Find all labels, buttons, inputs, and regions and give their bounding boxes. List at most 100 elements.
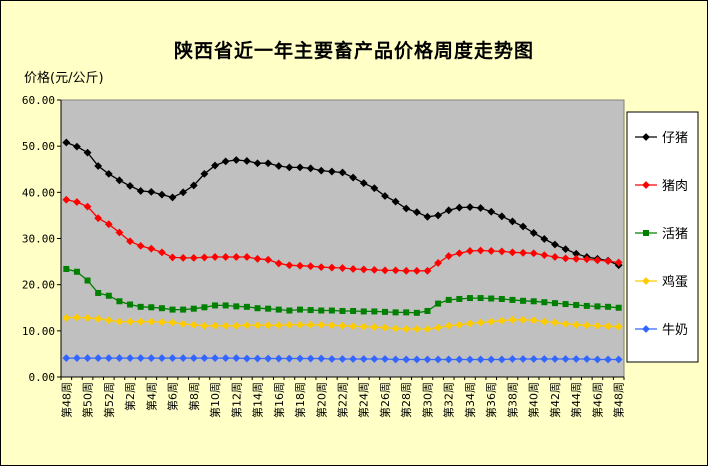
- data-point: [95, 289, 102, 296]
- data-point: [338, 321, 347, 330]
- data-point: [242, 253, 251, 261]
- data-point: [540, 235, 549, 243]
- data-point: [519, 248, 527, 257]
- data-point: [201, 304, 208, 311]
- data-point: [264, 255, 273, 264]
- legend-label: 活猪: [662, 227, 688, 242]
- data-point: [200, 321, 209, 330]
- data-point: [582, 321, 591, 330]
- series-5: [62, 354, 623, 364]
- data-point: [561, 245, 570, 254]
- data-point: [62, 354, 71, 362]
- data-point: [381, 192, 389, 200]
- data-point: [83, 202, 92, 211]
- data-point: [179, 354, 188, 362]
- data-point: [221, 157, 230, 166]
- data-point: [529, 249, 538, 258]
- data-point: [349, 173, 358, 182]
- data-point: [253, 354, 262, 363]
- data-point: [264, 159, 273, 168]
- data-point: [466, 319, 474, 328]
- data-point: [83, 313, 92, 322]
- data-point: [487, 247, 496, 255]
- data-point: [371, 308, 378, 315]
- x-tick-label: 第26周: [378, 382, 392, 418]
- data-point: [306, 354, 315, 363]
- data-point: [264, 354, 273, 363]
- data-point: [466, 355, 474, 364]
- data-point: [221, 321, 230, 330]
- data-point: [169, 306, 176, 313]
- data-point: [519, 355, 527, 363]
- x-tick-label: 第20周: [314, 382, 328, 418]
- data-point: [253, 254, 262, 263]
- data-point: [94, 314, 103, 323]
- data-point: [551, 253, 559, 261]
- x-tick-label: 第32周: [442, 382, 456, 418]
- data-point: [73, 354, 81, 362]
- data-point: [158, 318, 166, 326]
- data-point: [338, 168, 347, 177]
- x-tick-label: 第48周: [612, 382, 626, 418]
- legend-marker: [642, 181, 650, 189]
- data-point: [551, 240, 559, 249]
- x-tick-label: 第28周: [399, 382, 413, 418]
- x-tick-label: 第8周: [187, 382, 201, 411]
- data-point: [296, 261, 304, 270]
- data-point: [359, 355, 368, 363]
- data-point: [487, 207, 496, 216]
- data-point: [434, 259, 443, 267]
- data-point: [423, 212, 432, 221]
- data-point: [115, 354, 124, 362]
- data-point: [412, 355, 421, 364]
- legend-label: 牛奶: [662, 323, 688, 338]
- data-point: [254, 305, 261, 312]
- data-point: [381, 355, 389, 363]
- data-point: [381, 323, 389, 332]
- data-point: [444, 355, 453, 364]
- data-point: [391, 197, 400, 206]
- legend-marker: [642, 325, 650, 333]
- data-point: [200, 253, 209, 262]
- x-tick-label: 第50周: [81, 382, 95, 418]
- data-point: [541, 299, 548, 306]
- data-point: [168, 193, 177, 202]
- data-point: [529, 229, 538, 237]
- data-point: [561, 254, 570, 263]
- data-point: [402, 266, 411, 275]
- x-tick-label: 第16周: [272, 382, 286, 418]
- data-point: [222, 302, 229, 309]
- data-point: [572, 355, 581, 363]
- data-point: [62, 138, 71, 147]
- data-point: [115, 228, 124, 237]
- x-tick-label: 第14周: [251, 382, 265, 418]
- data-point: [306, 164, 315, 173]
- data-point: [498, 295, 505, 302]
- data-point: [232, 354, 241, 362]
- data-point: [232, 156, 241, 164]
- data-point: [73, 268, 80, 275]
- data-point: [116, 298, 123, 305]
- data-point: [317, 263, 326, 272]
- data-point: [296, 163, 304, 172]
- data-point: [391, 355, 400, 364]
- data-point: [444, 206, 453, 215]
- data-point: [221, 253, 230, 261]
- data-point: [327, 321, 336, 330]
- x-tick-label: 第44周: [569, 382, 583, 418]
- y-tick-label: 60.00: [22, 94, 55, 107]
- data-point: [285, 261, 294, 270]
- data-point: [136, 187, 145, 195]
- x-tick-label: 第38周: [505, 382, 519, 418]
- data-point: [327, 355, 336, 363]
- data-point: [158, 248, 166, 257]
- data-point: [212, 302, 219, 309]
- data-point: [572, 320, 581, 329]
- y-axis-unit-label: 价格(元/公斤): [24, 71, 104, 86]
- plot-area: [60, 99, 625, 378]
- data-point: [573, 301, 580, 308]
- data-point: [561, 320, 570, 328]
- data-point: [73, 198, 81, 206]
- legend-marker: [642, 277, 650, 285]
